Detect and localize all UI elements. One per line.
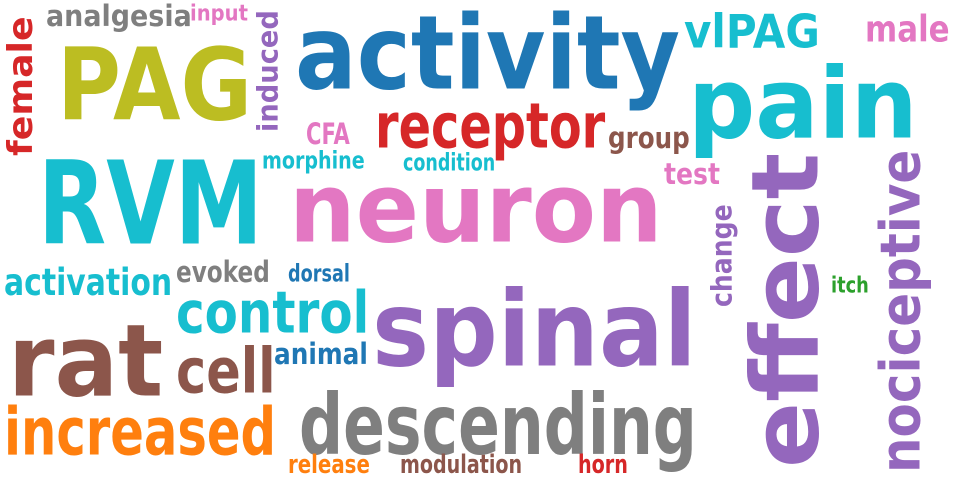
word-control: control [176, 278, 370, 347]
word-animal: animal [274, 337, 368, 372]
word-morphine: morphine [262, 146, 365, 175]
word-modulation: modulation [400, 449, 523, 480]
word-test: test [664, 157, 720, 192]
word-input: input [190, 0, 248, 26]
word-vlpag: vlPAG [684, 5, 820, 59]
word-descending: descending [299, 376, 697, 475]
word-female: female [1, 16, 41, 156]
word-neuron: neuron [289, 152, 663, 265]
word-effect: effect [732, 152, 840, 469]
word-male: male [865, 8, 950, 51]
word-pag: PAG [57, 27, 253, 144]
word-dorsal: dorsal [288, 259, 350, 288]
word-nociceptive: nociceptive [867, 149, 933, 473]
word-rvm: RVM [38, 137, 263, 272]
word-release: release [288, 449, 370, 480]
word-spinal: spinal [372, 269, 697, 391]
word-change: change [705, 204, 739, 307]
word-evoked: evoked [176, 255, 270, 290]
word-increased: increased [4, 393, 277, 471]
word-horn: horn [578, 449, 628, 480]
word-itch: itch [831, 272, 869, 298]
word-analgesia: analgesia [46, 0, 192, 34]
word-cfa: CFA [306, 117, 350, 152]
word-group: group [608, 121, 690, 156]
word-rat: rat [8, 303, 164, 420]
word-condition: condition [403, 148, 496, 177]
word-activity: activity [295, 0, 681, 113]
word-induced: induced [251, 10, 285, 133]
word-cell: cell [176, 334, 276, 408]
word-pain: pain [688, 46, 918, 161]
word-receptor: receptor [375, 89, 606, 163]
word-activation: activation [4, 260, 173, 305]
